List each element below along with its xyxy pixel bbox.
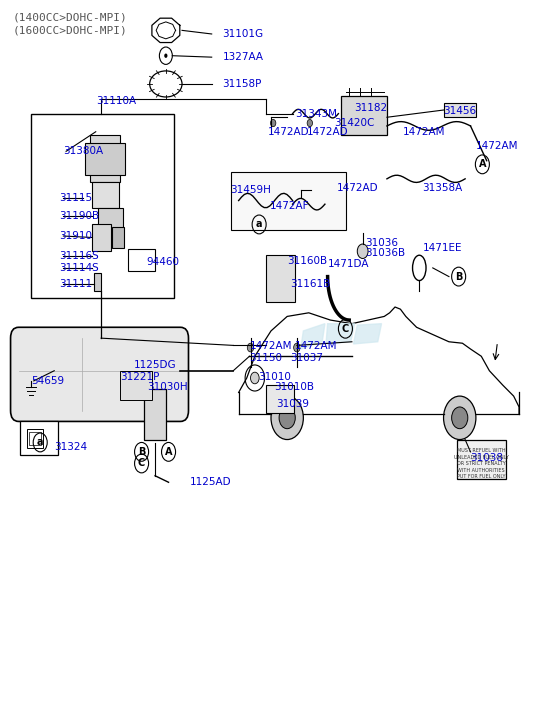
- Text: A: A: [479, 159, 486, 169]
- Text: 1472AD: 1472AD: [337, 183, 378, 193]
- Bar: [120, 371, 152, 400]
- Text: 31116S: 31116S: [60, 252, 99, 261]
- Text: a: a: [37, 438, 43, 447]
- Bar: [457, 440, 506, 479]
- Circle shape: [87, 253, 92, 260]
- Bar: [27, 429, 43, 449]
- Circle shape: [270, 119, 276, 126]
- Text: C: C: [138, 459, 145, 468]
- Bar: [94, 273, 101, 291]
- Text: 31456: 31456: [443, 106, 476, 116]
- Text: 31030H: 31030H: [147, 382, 188, 393]
- Text: 1472AF: 1472AF: [269, 201, 309, 211]
- Text: PUT FOR FUEL ONLY: PUT FOR FUEL ONLY: [457, 474, 506, 479]
- Text: 31221P: 31221P: [120, 371, 159, 382]
- Circle shape: [451, 407, 468, 429]
- Text: 31420C: 31420C: [334, 118, 375, 128]
- Text: 31036B: 31036B: [365, 249, 405, 258]
- Text: MUST REFUEL WITH: MUST REFUEL WITH: [457, 449, 506, 453]
- Polygon shape: [353, 324, 382, 344]
- Text: 1472AD: 1472AD: [307, 126, 349, 137]
- Circle shape: [443, 396, 476, 440]
- Text: 1472AM: 1472AM: [295, 341, 338, 351]
- Text: 31010: 31010: [258, 371, 291, 382]
- Text: 31037: 31037: [291, 353, 324, 364]
- Text: 31459H: 31459H: [230, 185, 272, 195]
- Text: 31114S: 31114S: [60, 263, 99, 273]
- Text: B: B: [455, 272, 462, 281]
- Text: 1327AA: 1327AA: [222, 52, 263, 62]
- Text: 31110A: 31110A: [96, 97, 136, 106]
- Bar: [341, 95, 387, 135]
- Text: 54659: 54659: [31, 376, 64, 386]
- Bar: [144, 389, 166, 440]
- Text: 31160B: 31160B: [287, 257, 327, 266]
- Text: 31039: 31039: [276, 399, 309, 409]
- Text: 31115: 31115: [60, 193, 93, 204]
- Text: a: a: [256, 220, 262, 230]
- Text: 94460: 94460: [146, 257, 179, 267]
- Circle shape: [95, 215, 100, 221]
- Bar: [31, 113, 174, 298]
- FancyBboxPatch shape: [10, 327, 189, 422]
- Bar: [266, 385, 294, 413]
- Circle shape: [357, 244, 368, 259]
- Text: 31150: 31150: [249, 353, 282, 364]
- Circle shape: [294, 343, 300, 352]
- Bar: [99, 208, 122, 230]
- Circle shape: [95, 211, 100, 217]
- Bar: [443, 103, 476, 117]
- Text: 1472AM: 1472AM: [249, 341, 292, 351]
- Bar: [20, 422, 58, 456]
- Text: 31910: 31910: [60, 231, 93, 241]
- Text: 31101G: 31101G: [222, 29, 263, 39]
- Text: 1472AM: 1472AM: [403, 126, 446, 137]
- Bar: [112, 228, 124, 248]
- Bar: [128, 249, 155, 270]
- Circle shape: [307, 119, 313, 126]
- Circle shape: [87, 265, 92, 271]
- Text: OR STRICT PENALTY: OR STRICT PENALTY: [457, 461, 506, 466]
- Circle shape: [164, 54, 167, 58]
- Text: (1600CC>DOHC-MPI): (1600CC>DOHC-MPI): [12, 25, 127, 36]
- Text: 31343M: 31343M: [295, 108, 337, 119]
- Bar: [266, 255, 295, 302]
- Text: 31324: 31324: [54, 442, 87, 451]
- Text: 31036: 31036: [365, 238, 398, 249]
- Text: WITH AUTHORITIES: WITH AUTHORITIES: [457, 467, 505, 473]
- Text: B: B: [138, 447, 145, 457]
- Text: 1472AD: 1472AD: [268, 126, 310, 137]
- Polygon shape: [301, 324, 325, 349]
- Text: 1471EE: 1471EE: [423, 244, 462, 253]
- Bar: [92, 224, 111, 252]
- Text: 31010B: 31010B: [274, 382, 314, 392]
- Text: (1400CC>DOHC-MPI): (1400CC>DOHC-MPI): [12, 12, 127, 23]
- Bar: [85, 142, 125, 175]
- Circle shape: [250, 372, 259, 384]
- Ellipse shape: [84, 123, 121, 141]
- Text: UNLEADED FUEL ONLY: UNLEADED FUEL ONLY: [454, 455, 509, 459]
- Circle shape: [279, 407, 295, 429]
- Text: 31111: 31111: [60, 279, 93, 289]
- Polygon shape: [326, 324, 354, 344]
- Text: 1125DG: 1125DG: [133, 360, 176, 370]
- Circle shape: [247, 343, 254, 352]
- Bar: [230, 172, 346, 230]
- Text: 31161B: 31161B: [290, 279, 330, 289]
- Bar: [91, 135, 120, 182]
- Text: A: A: [165, 447, 172, 457]
- Text: 1472AM: 1472AM: [476, 141, 518, 151]
- Text: 31182: 31182: [354, 103, 388, 113]
- Text: 1125AD: 1125AD: [190, 477, 232, 487]
- Text: 31190B: 31190B: [60, 211, 100, 221]
- Bar: [29, 432, 41, 446]
- Circle shape: [271, 396, 304, 440]
- Text: 31038: 31038: [470, 453, 504, 462]
- Text: 1471DA: 1471DA: [327, 259, 369, 268]
- Bar: [92, 182, 119, 208]
- Text: C: C: [342, 324, 349, 334]
- Text: 31158P: 31158P: [222, 79, 262, 89]
- Text: 31358A: 31358A: [422, 183, 462, 193]
- Text: 31380A: 31380A: [63, 146, 104, 156]
